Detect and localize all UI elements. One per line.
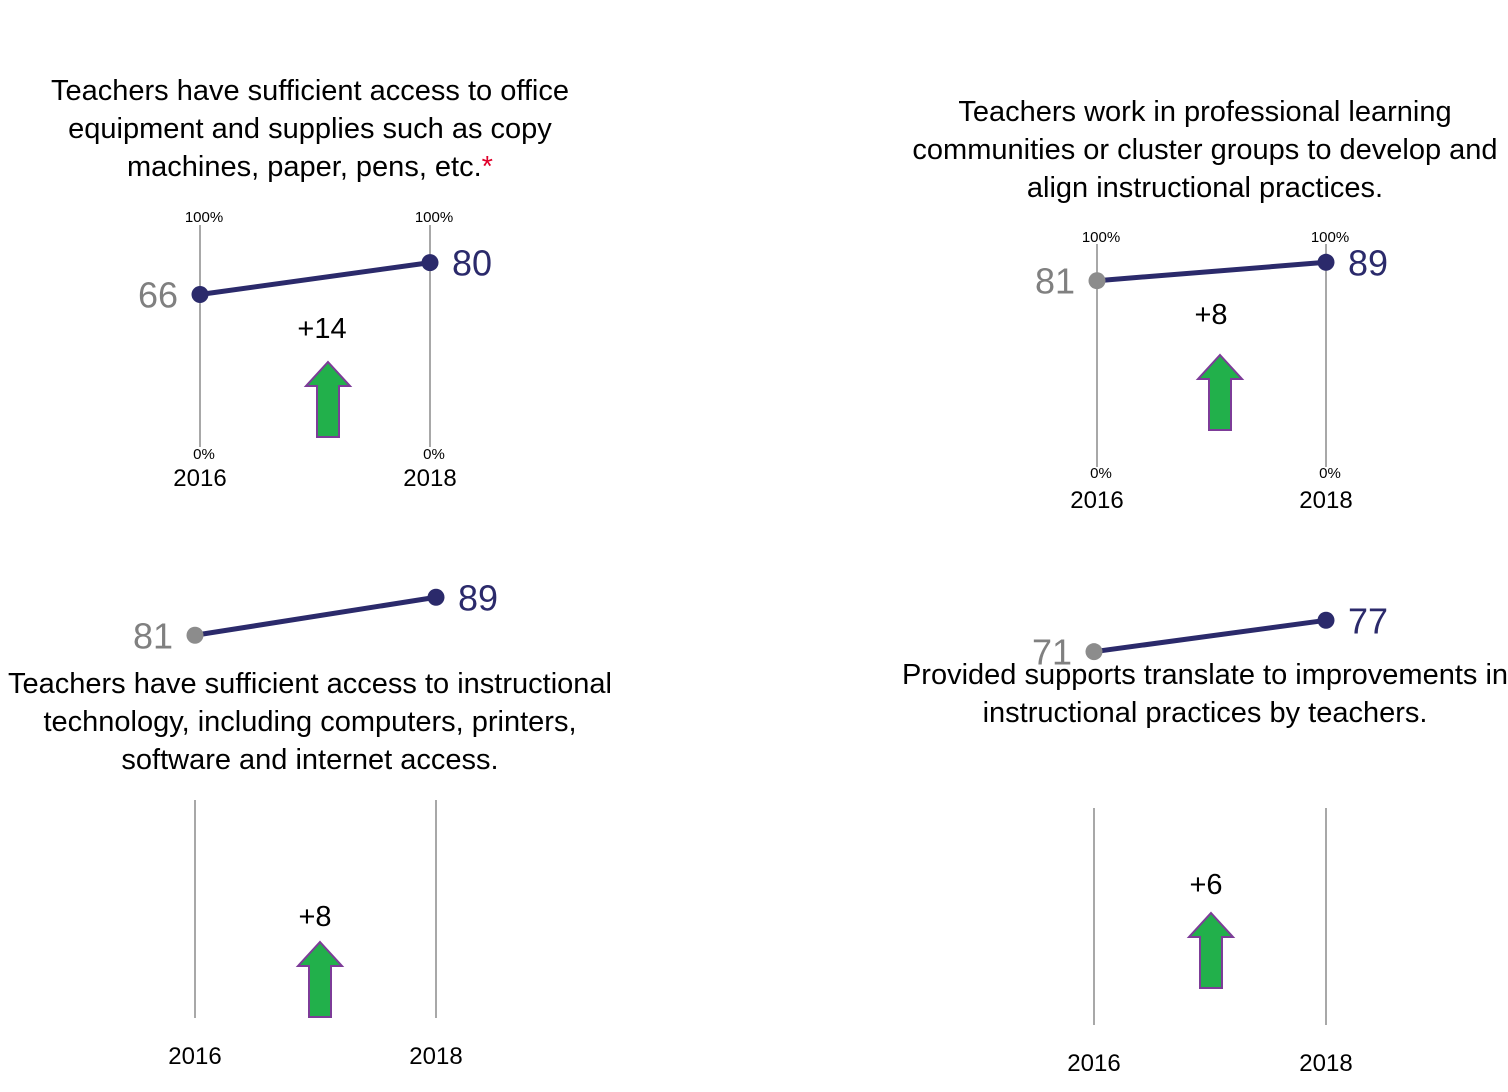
chart-title-3: Teachers have sufficient access to instr… bbox=[5, 665, 615, 779]
axis-top-label: 100% bbox=[185, 209, 223, 226]
x-tick-label: 2018 bbox=[1299, 1050, 1352, 1077]
axis-top-label: 100% bbox=[1311, 229, 1349, 246]
data-label-2016: 66 bbox=[138, 275, 178, 316]
x-tick-label: 2016 bbox=[1067, 1050, 1120, 1077]
axis-bottom-label: 0% bbox=[1090, 465, 1112, 482]
chart-title-4: Provided supports translate to improveme… bbox=[900, 656, 1508, 732]
x-tick-label: 2016 bbox=[1070, 487, 1123, 514]
data-point-2018 bbox=[1317, 611, 1335, 629]
change-label: +8 bbox=[298, 901, 331, 933]
increase-arrow-icon bbox=[1186, 911, 1236, 989]
data-label-2018: 77 bbox=[1348, 600, 1388, 641]
data-label-2016: 81 bbox=[1035, 261, 1075, 302]
series-line bbox=[1096, 259, 1327, 284]
data-point-2018 bbox=[421, 254, 439, 272]
x-tick-label: 2018 bbox=[409, 1043, 462, 1070]
axis-bottom-label: 0% bbox=[423, 446, 445, 463]
data-point-2016 bbox=[1088, 272, 1106, 290]
series-line bbox=[199, 260, 431, 297]
data-label-2018: 89 bbox=[458, 577, 498, 618]
chart-title-4-text: Provided supports translate to improveme… bbox=[901, 659, 1508, 729]
change-label: +14 bbox=[297, 313, 346, 345]
data-point-2016 bbox=[191, 286, 209, 304]
x-tick-label: 2018 bbox=[1299, 487, 1352, 514]
data-label-2016: 81 bbox=[133, 615, 173, 656]
data-label-2018: 80 bbox=[452, 243, 492, 284]
data-label-2016: 71 bbox=[1032, 632, 1072, 673]
data-point-2018 bbox=[1317, 253, 1335, 271]
change-label: +6 bbox=[1189, 869, 1222, 901]
chart-title-1: Teachers have sufficient access to offic… bbox=[10, 72, 610, 186]
data-label-2018: 89 bbox=[1348, 242, 1388, 283]
axis-bottom-label: 0% bbox=[193, 446, 215, 463]
increase-arrow-icon bbox=[303, 360, 353, 438]
chart-title-1-text: Teachers have sufficient access to offic… bbox=[51, 75, 569, 183]
data-point-2018 bbox=[427, 588, 445, 606]
chart-title-1-marker: * bbox=[481, 151, 493, 183]
change-label: +8 bbox=[1194, 299, 1227, 331]
data-point-2016 bbox=[1085, 643, 1103, 661]
chart-title-2-text: Teachers work in professional learning c… bbox=[912, 96, 1498, 204]
series-line bbox=[194, 594, 437, 638]
x-tick-label: 2016 bbox=[173, 465, 226, 492]
chart-title-2: Teachers work in professional learning c… bbox=[905, 93, 1505, 207]
axis-top-label: 100% bbox=[415, 209, 453, 226]
series-line bbox=[1093, 617, 1327, 655]
data-point-2016 bbox=[186, 626, 204, 644]
axis-bottom-label: 0% bbox=[1319, 465, 1341, 482]
increase-arrow-icon bbox=[1195, 353, 1245, 431]
x-tick-label: 2018 bbox=[403, 465, 456, 492]
increase-arrow-icon bbox=[295, 940, 345, 1018]
x-tick-label: 2016 bbox=[168, 1043, 221, 1070]
axis-top-label: 100% bbox=[1082, 229, 1120, 246]
chart-title-3-text: Teachers have sufficient access to instr… bbox=[8, 668, 612, 776]
